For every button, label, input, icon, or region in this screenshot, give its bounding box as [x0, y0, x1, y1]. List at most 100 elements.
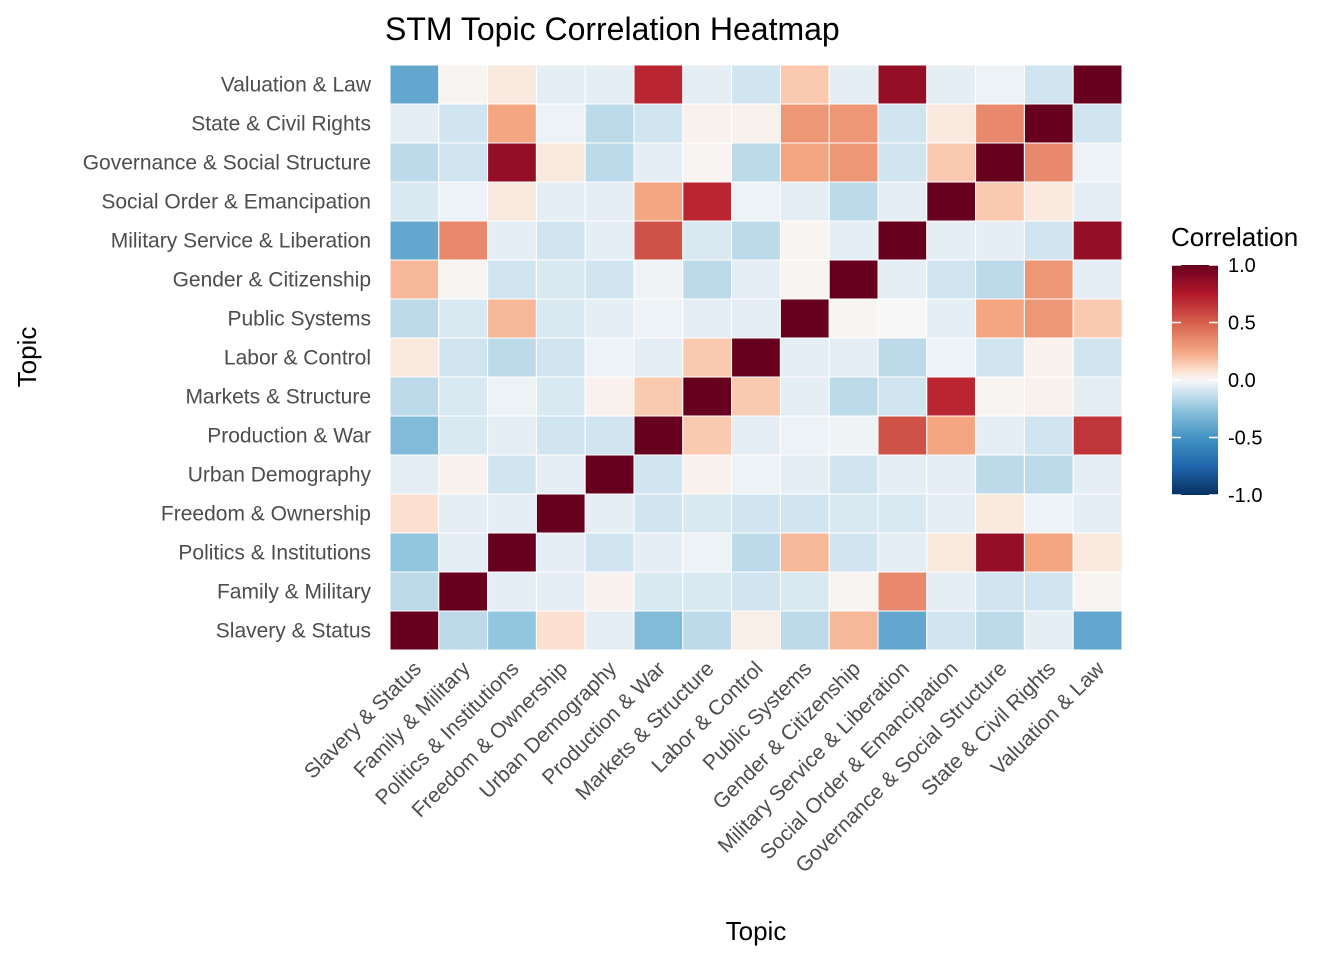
heatmap-cell-politics-and-institutions-x-family-and-military: [438, 532, 489, 573]
heatmap-cell-social-order-and-emancipation-x-slavery-and-status: [389, 181, 440, 222]
heatmap-cell-valuation-and-law-x-labor-and-control: [731, 64, 781, 105]
heatmap-cell-slavery-and-status-x-family-and-military: [438, 610, 489, 651]
y-tick-label: Valuation & Law: [221, 74, 372, 97]
heatmap-cell-military-service-and-liberation-x-governance-and-social-structure: [975, 220, 1025, 261]
heatmap-cell-public-systems-x-politics-and-institutions: [487, 298, 537, 339]
heatmap-cell-slavery-and-status-x-state-and-civil-rights: [1023, 610, 1074, 651]
heatmap-cell-valuation-and-law-x-family-and-military: [438, 64, 489, 105]
heatmap-cell-urban-demography-x-labor-and-control: [731, 454, 781, 495]
heatmap-cell-production-and-war-x-politics-and-institutions: [487, 415, 537, 456]
heatmap-cell-governance-and-social-structure-x-labor-and-control: [731, 142, 781, 183]
heatmap-cell-markets-and-structure-x-politics-and-institutions: [487, 376, 537, 417]
heatmap-cell-slavery-and-status-x-slavery-and-status: [389, 610, 440, 651]
heatmap-cell-slavery-and-status-x-labor-and-control: [731, 610, 781, 651]
heatmap-cell-family-and-military-x-valuation-and-law: [1072, 571, 1123, 612]
heatmap-cell-labor-and-control-x-gender-and-citizenship: [828, 337, 879, 378]
heatmap-cell-military-service-and-liberation-x-politics-and-institutions: [487, 220, 537, 261]
heatmap-cell-valuation-and-law-x-slavery-and-status: [389, 64, 440, 105]
y-tick-label: Slavery & Status: [216, 620, 371, 643]
heatmap-cell-gender-and-citizenship-x-slavery-and-status: [389, 259, 440, 300]
heatmap-cell-urban-demography-x-public-systems: [779, 454, 830, 495]
heatmap-cell-social-order-and-emancipation-x-governance-and-social-structure: [975, 181, 1025, 222]
legend-ticks: 1.0 0.5 0.0 -0.5 -1.0: [1172, 255, 1262, 507]
heatmap-cell-family-and-military-x-family-and-military: [438, 571, 489, 612]
heatmap-cell-valuation-and-law-x-freedom-and-ownership: [535, 64, 586, 105]
heatmap-cell-urban-demography-x-freedom-and-ownership: [535, 454, 586, 495]
heatmap-cell-markets-and-structure-x-freedom-and-ownership: [535, 376, 586, 417]
heatmap-cell-production-and-war-x-urban-demography: [584, 415, 635, 456]
heatmap-cell-labor-and-control-x-labor-and-control: [731, 337, 781, 378]
heatmap-cell-gender-and-citizenship-x-markets-and-structure: [682, 259, 733, 300]
heatmap-cell-governance-and-social-structure-x-public-systems: [779, 142, 830, 183]
heatmap-cell-public-systems-x-labor-and-control: [731, 298, 781, 339]
heatmap-cell-public-systems-x-urban-demography: [584, 298, 635, 339]
heatmap-cell-governance-and-social-structure-x-slavery-and-status: [389, 142, 440, 183]
heatmap-cell-governance-and-social-structure-x-state-and-civil-rights: [1023, 142, 1074, 183]
heatmap-cell-gender-and-citizenship-x-public-systems: [779, 259, 830, 300]
heatmap-cell-state-and-civil-rights-x-state-and-civil-rights: [1023, 103, 1074, 144]
heatmap-cell-production-and-war-x-labor-and-control: [731, 415, 781, 456]
heatmap-cell-military-service-and-liberation-x-production-and-war: [633, 220, 684, 261]
heatmap-cell-military-service-and-liberation-x-markets-and-structure: [682, 220, 733, 261]
heatmap-cell-slavery-and-status-x-production-and-war: [633, 610, 684, 651]
heatmap-cell-labor-and-control-x-production-and-war: [633, 337, 684, 378]
heatmap-cell-politics-and-institutions-x-markets-and-structure: [682, 532, 733, 573]
heatmap-cell-markets-and-structure-x-valuation-and-law: [1072, 376, 1123, 417]
heatmap-cell-military-service-and-liberation-x-public-systems: [779, 220, 830, 261]
heatmap-cell-family-and-military-x-governance-and-social-structure: [975, 571, 1025, 612]
heatmap-cell-military-service-and-liberation-x-labor-and-control: [731, 220, 781, 261]
heatmap-cell-politics-and-institutions-x-urban-demography: [584, 532, 635, 573]
heatmap-cell-family-and-military-x-production-and-war: [633, 571, 684, 612]
heatmap-cell-politics-and-institutions-x-valuation-and-law: [1072, 532, 1123, 573]
y-tick-label: Family & Military: [217, 581, 372, 604]
heatmap-cell-governance-and-social-structure-x-social-order-and-emancipation: [926, 142, 977, 183]
heatmap-cell-freedom-and-ownership-x-social-order-and-emancipation: [926, 493, 977, 534]
legend-tick-label: 0.0: [1228, 370, 1256, 392]
heatmap-cell-valuation-and-law-x-state-and-civil-rights: [1023, 64, 1074, 105]
heatmap-cell-production-and-war-x-public-systems: [779, 415, 830, 456]
y-tick-label: Military Service & Liberation: [111, 230, 371, 253]
heatmap-cell-family-and-military-x-markets-and-structure: [682, 571, 733, 612]
heatmap-cell-valuation-and-law-x-gender-and-citizenship: [828, 64, 879, 105]
heatmap-cell-labor-and-control-x-politics-and-institutions: [487, 337, 537, 378]
heatmap-cell-slavery-and-status-x-valuation-and-law: [1072, 610, 1123, 651]
heatmap-cell-state-and-civil-rights-x-politics-and-institutions: [487, 103, 537, 144]
heatmap-cell-military-service-and-liberation-x-state-and-civil-rights: [1023, 220, 1074, 261]
heatmap-cell-gender-and-citizenship-x-state-and-civil-rights: [1023, 259, 1074, 300]
heatmap-cell-state-and-civil-rights-x-gender-and-citizenship: [828, 103, 879, 144]
heatmap-cell-social-order-and-emancipation-x-politics-and-institutions: [487, 181, 537, 222]
heatmap-cell-public-systems-x-markets-and-structure: [682, 298, 733, 339]
legend-tick-label: 1.0: [1228, 255, 1256, 277]
y-tick-labels: Slavery & Status Family & Military Politic…: [83, 74, 372, 643]
heatmap-cell-markets-and-structure-x-military-service-and-liberation: [877, 376, 928, 417]
y-tick-label: Politics & Institutions: [178, 542, 371, 565]
heatmap-cell-governance-and-social-structure-x-markets-and-structure: [682, 142, 733, 183]
heatmap-cell-slavery-and-status-x-urban-demography: [584, 610, 635, 651]
heatmap-cell-markets-and-structure-x-social-order-and-emancipation: [926, 376, 977, 417]
heatmap-cell-freedom-and-ownership-x-valuation-and-law: [1072, 493, 1123, 534]
heatmap-cell-politics-and-institutions-x-freedom-and-ownership: [535, 532, 586, 573]
heatmap-cell-politics-and-institutions-x-military-service-and-liberation: [877, 532, 928, 573]
heatmap-cell-family-and-military-x-social-order-and-emancipation: [926, 571, 977, 612]
y-tick-label: Freedom & Ownership: [161, 503, 371, 526]
heatmap-cell-production-and-war-x-valuation-and-law: [1072, 415, 1123, 456]
heatmap-cell-governance-and-social-structure-x-freedom-and-ownership: [535, 142, 586, 183]
heatmap-cell-production-and-war-x-production-and-war: [633, 415, 684, 456]
heatmap-cell-governance-and-social-structure-x-family-and-military: [438, 142, 489, 183]
heatmap-cell-valuation-and-law-x-governance-and-social-structure: [975, 64, 1025, 105]
y-tick-label: State & Civil Rights: [191, 113, 371, 136]
heatmap-cell-gender-and-citizenship-x-valuation-and-law: [1072, 259, 1123, 300]
heatmap-cell-production-and-war-x-slavery-and-status: [389, 415, 440, 456]
heatmap-cell-slavery-and-status-x-governance-and-social-structure: [975, 610, 1025, 651]
heatmap-cell-military-service-and-liberation-x-slavery-and-status: [389, 220, 440, 261]
heatmap-cell-gender-and-citizenship-x-urban-demography: [584, 259, 635, 300]
heatmap-cell-markets-and-structure-x-production-and-war: [633, 376, 684, 417]
heatmap-cell-social-order-and-emancipation-x-public-systems: [779, 181, 830, 222]
heatmap-cell-labor-and-control-x-public-systems: [779, 337, 830, 378]
heatmap-cell-valuation-and-law-x-military-service-and-liberation: [877, 64, 928, 105]
heatmap-cell-politics-and-institutions-x-public-systems: [779, 532, 830, 573]
heatmap-cell-gender-and-citizenship-x-labor-and-control: [731, 259, 781, 300]
heatmap-cell-family-and-military-x-gender-and-citizenship: [828, 571, 879, 612]
